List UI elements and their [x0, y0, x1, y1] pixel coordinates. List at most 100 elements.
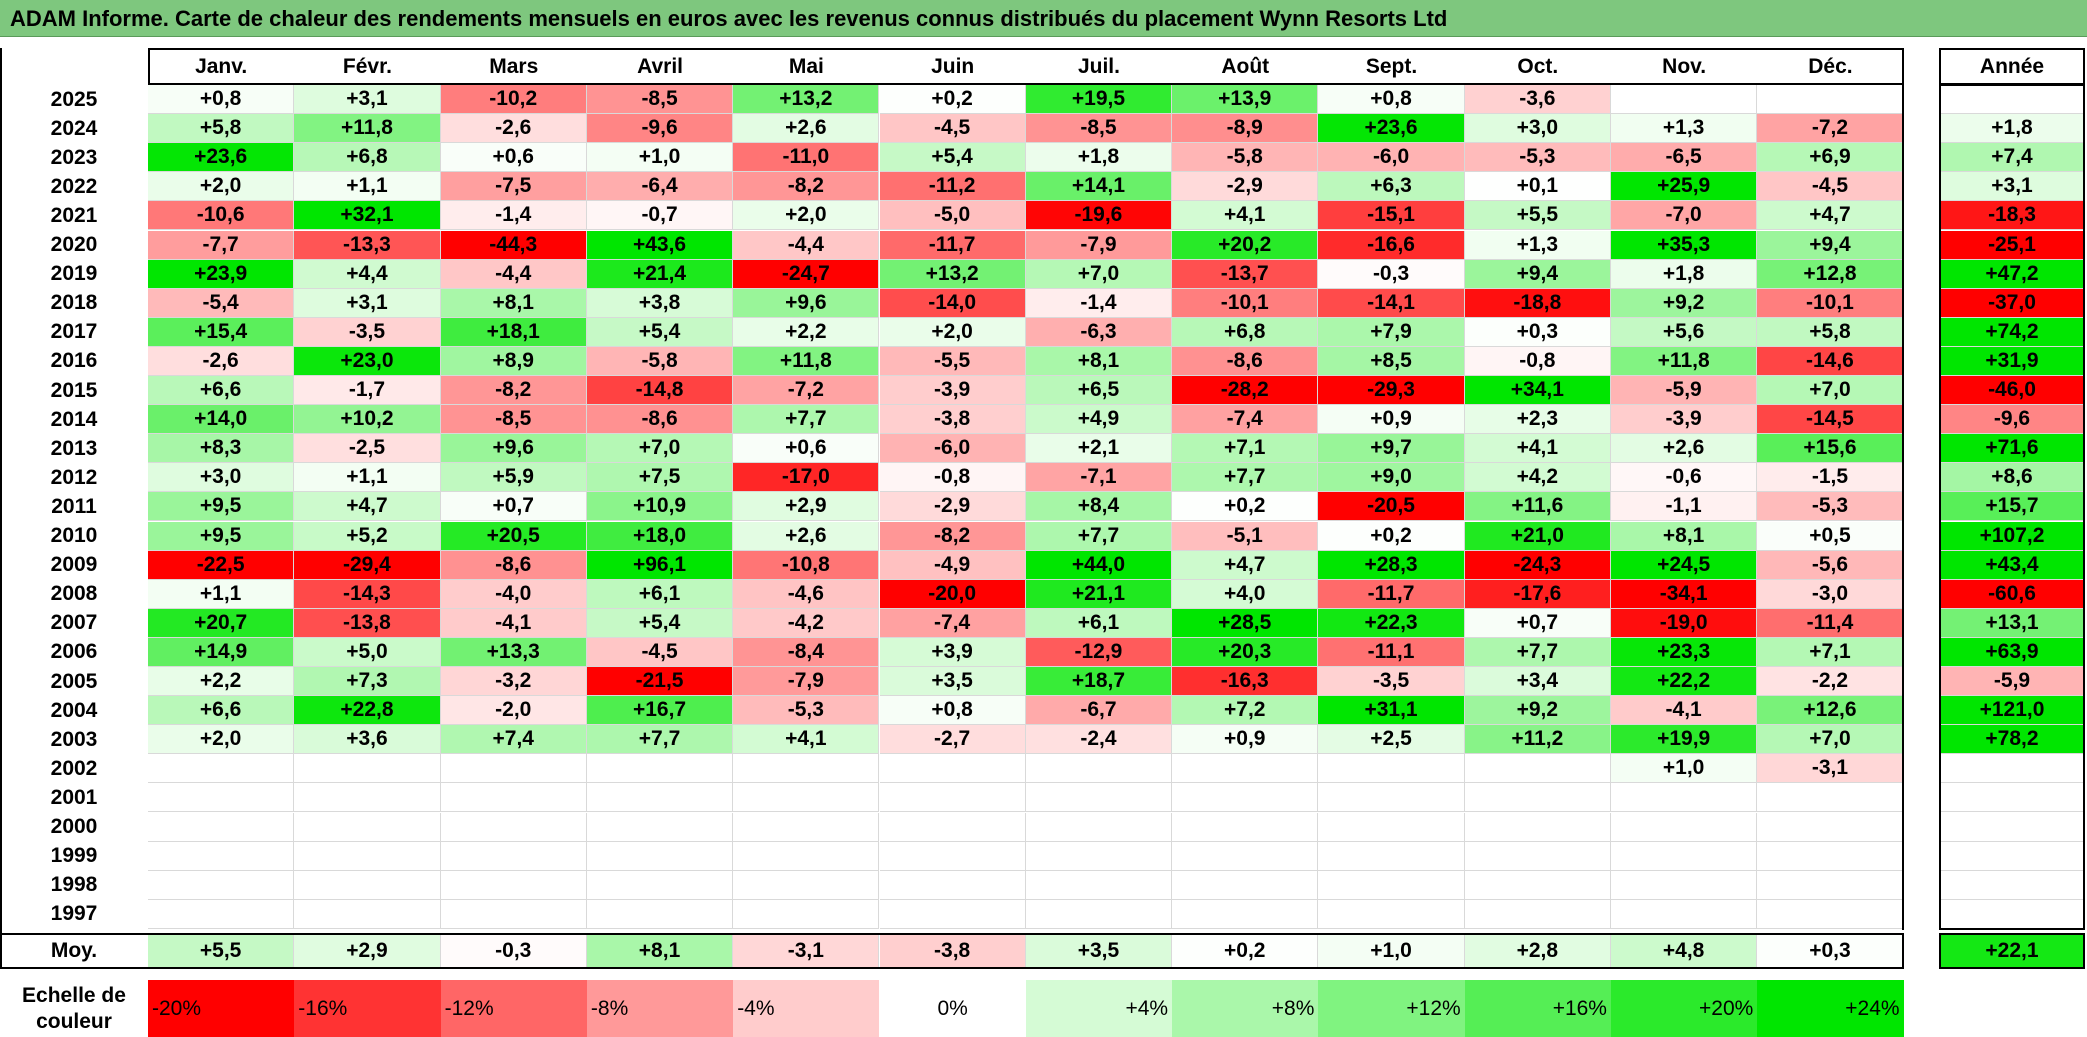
heatmap-cell: -3,9 [1611, 405, 1758, 435]
heatmap-cell [1611, 812, 1758, 842]
heatmap-cell: +0,6 [733, 434, 880, 464]
heatmap-cell: -7,4 [879, 608, 1026, 638]
heatmap-cell: +4,7 [294, 492, 441, 522]
row-year-label: 2022 [0, 172, 148, 202]
heatmap-cell [148, 899, 295, 929]
row-year-label: 2012 [0, 463, 148, 493]
heatmap-cell: +18,1 [440, 317, 587, 347]
heatmap-cell [1172, 899, 1319, 929]
column-header: Sept. [1318, 49, 1465, 84]
heatmap-cell: -5,3 [1757, 492, 1904, 522]
scale-label-line2: couleur [36, 1010, 112, 1033]
heatmap-cell: -4,1 [440, 608, 587, 638]
heatmap-cell: +4,1 [1172, 201, 1319, 231]
heatmap-cell: -7,0 [1611, 201, 1758, 231]
heatmap-cell [294, 841, 441, 871]
heatmap-cell [1757, 783, 1904, 813]
annual-cell: -25,1 [1939, 230, 2085, 260]
heatmap-cell: -10,1 [1172, 288, 1319, 318]
heatmap-cell: +2,0 [733, 201, 880, 231]
heatmap-cell: +15,4 [148, 317, 295, 347]
heatmap-cell: -11,7 [879, 230, 1026, 260]
heatmap-cell: +2,9 [733, 492, 880, 522]
heatmap-cell: +2,6 [1611, 434, 1758, 464]
heatmap-cell: +2,5 [1318, 725, 1465, 755]
annual-cell: +1,8 [1939, 114, 2085, 144]
scale-label: Echelle de couleur [0, 983, 148, 1035]
heatmap-cell: -5,8 [586, 346, 734, 376]
annual-cell [1939, 754, 2085, 784]
heatmap-cell: -6,7 [1025, 696, 1173, 726]
annual-cell: -37,0 [1939, 288, 2085, 318]
annual-cell: +31,9 [1939, 346, 2085, 376]
heatmap-cell: +23,3 [1611, 637, 1758, 667]
column-header: Juin [879, 49, 1026, 84]
heatmap-cell: -11,7 [1318, 579, 1465, 609]
heatmap-cell: +4,7 [1757, 201, 1904, 231]
heatmap-cell: +8,1 [1611, 521, 1758, 551]
heatmap-cell: +11,6 [1464, 492, 1611, 522]
column-header: Août [1172, 49, 1319, 84]
heatmap-cell: -14,6 [1757, 346, 1904, 376]
heatmap-cell: +2,0 [879, 317, 1026, 347]
heatmap-cell: -17,0 [733, 463, 880, 493]
row-year-label: 2002 [0, 754, 148, 784]
heatmap-cell: +6,5 [1025, 376, 1173, 406]
chart-title: ADAM Informe. Carte de chaleur des rende… [0, 0, 2087, 37]
heatmap-cell: -2,7 [879, 725, 1026, 755]
heatmap-cell: +1,0 [586, 143, 734, 173]
heatmap-cell: -8,2 [879, 521, 1026, 551]
heatmap-cell: -7,9 [1025, 230, 1173, 260]
heatmap-cell [733, 870, 880, 900]
heatmap-cell [1611, 85, 1758, 115]
heatmap-cell: +3,0 [1464, 114, 1611, 144]
heatmap-cell [733, 754, 880, 784]
heatmap-cell [440, 754, 587, 784]
heatmap-cell: +3,9 [879, 637, 1026, 667]
heatmap-cell: +0,9 [1318, 405, 1465, 435]
heatmap-cell [148, 754, 295, 784]
heatmap-cell: +22,3 [1318, 608, 1465, 638]
annual-cell: +63,9 [1939, 637, 2085, 667]
heatmap-cell [879, 812, 1026, 842]
heatmap-cell: +4,4 [294, 259, 441, 289]
heatmap-cell: +21,1 [1025, 579, 1173, 609]
average-cell: +4,8 [1611, 935, 1758, 967]
average-cell: +2,8 [1464, 935, 1611, 967]
heatmap-cell: -2,6 [148, 346, 295, 376]
heatmap-cell: +7,0 [586, 434, 734, 464]
heatmap-cell: +5,8 [1757, 317, 1904, 347]
heatmap-cell: +19,9 [1611, 725, 1758, 755]
heatmap-cell: -5,0 [879, 201, 1026, 231]
heatmap-cell: +8,3 [148, 434, 295, 464]
heatmap-cell: -7,7 [148, 230, 295, 260]
row-year-label: 2020 [0, 230, 148, 260]
heatmap-cell: +20,2 [1172, 230, 1319, 260]
heatmap-cell: +0,6 [440, 143, 587, 173]
heatmap-cell: +16,7 [586, 696, 734, 726]
heatmap-cell: -11,1 [1318, 637, 1465, 667]
heatmap-cell [440, 812, 587, 842]
heatmap-cell: -10,2 [440, 85, 587, 115]
heatmap-cell: -7,9 [733, 667, 880, 697]
annual-cell: +3,1 [1939, 172, 2085, 202]
heatmap-cell: +2,0 [148, 172, 295, 202]
heatmap-cell: -16,3 [1172, 667, 1319, 697]
row-year-label: 2005 [0, 667, 148, 697]
heatmap-cell: -0,6 [1611, 463, 1758, 493]
row-year-label: 2014 [0, 405, 148, 435]
heatmap-cell: +23,6 [148, 143, 295, 173]
heatmap-cell: -3,0 [1757, 579, 1904, 609]
heatmap-cell: +9,2 [1464, 696, 1611, 726]
column-header: Mai [733, 49, 880, 84]
heatmap-cell: -7,4 [1172, 405, 1319, 435]
heatmap-cell: +1,3 [1464, 230, 1611, 260]
heatmap-cell [440, 783, 587, 813]
annual-cell [1939, 899, 2085, 929]
heatmap-cell: -4,5 [879, 114, 1026, 144]
heatmap-cell: -0,8 [1464, 346, 1611, 376]
annual-cell: -46,0 [1939, 376, 2085, 406]
heatmap-cell: -7,2 [1757, 114, 1904, 144]
scale-swatch: -4% [733, 980, 880, 1037]
heatmap-cell: +7,9 [1318, 317, 1465, 347]
